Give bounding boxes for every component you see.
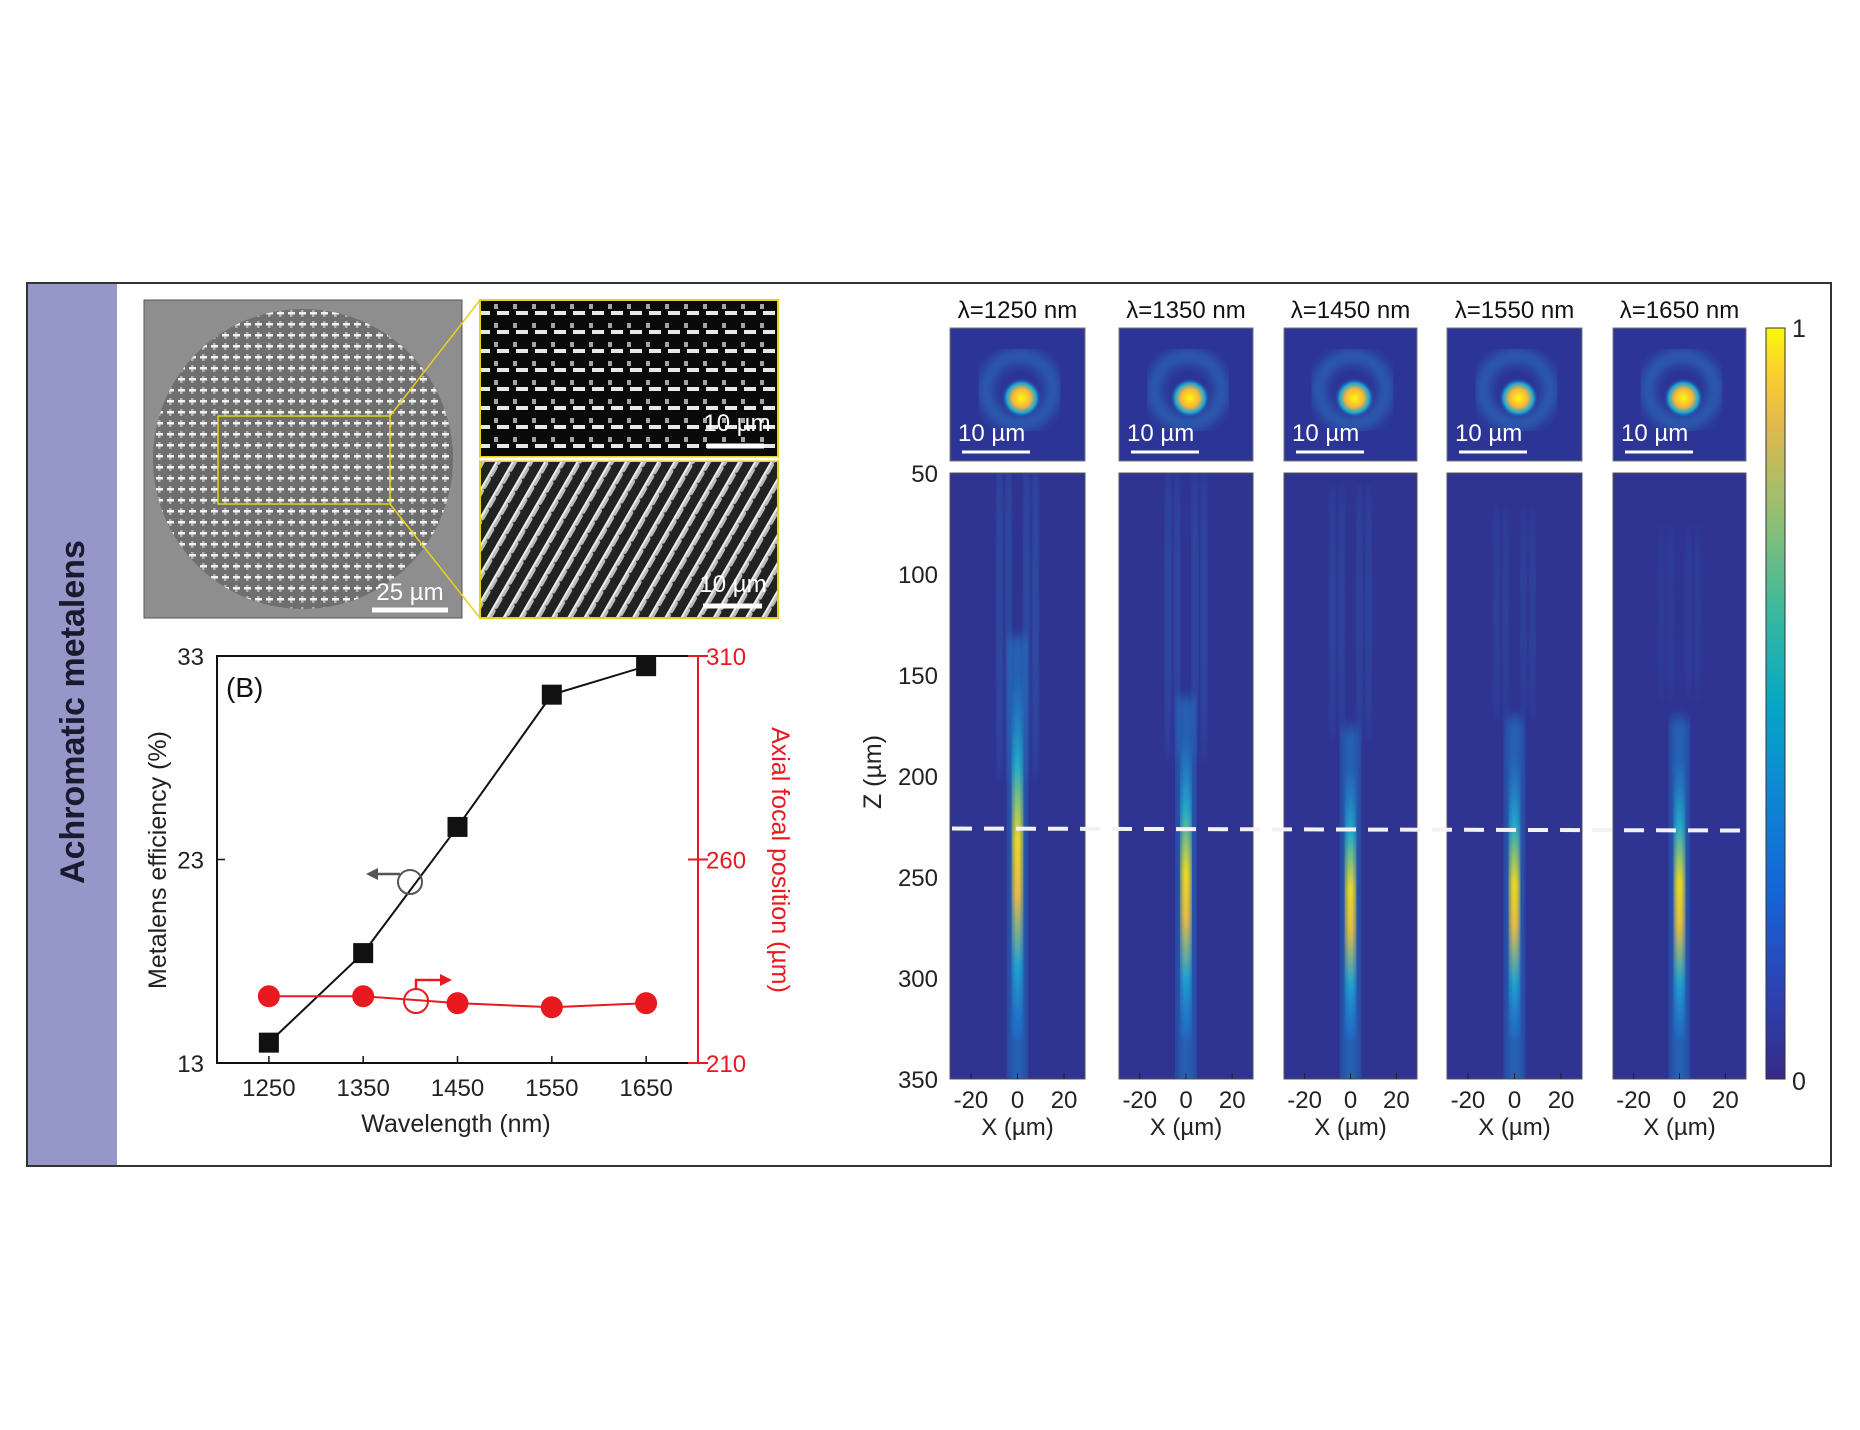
y-tick-label: 33 — [177, 644, 204, 671]
wavelength-title: λ=1450 nm — [1291, 297, 1410, 324]
focal-spot-image: 10 µm — [1283, 327, 1418, 462]
focal-position-point — [257, 985, 280, 1008]
panel-label: (B) — [226, 672, 263, 703]
wavelength-title: λ=1350 nm — [1126, 297, 1245, 324]
x-tick-label: 20 — [1383, 1087, 1410, 1114]
y2-tick-label: 210 — [706, 1051, 746, 1078]
x-tick-label: -20 — [1451, 1087, 1486, 1114]
focal-plane-line — [951, 826, 1747, 833]
heatmap-panel: λ=1450 nm 10 µm -20 0 20X (µm) — [1283, 297, 1418, 1141]
x-tick-label: 20 — [1051, 1087, 1078, 1114]
x-tick-label: 20 — [1219, 1087, 1246, 1114]
x-axis-label: X (µm) — [981, 1114, 1053, 1141]
colorbar-max-label: 1 — [1792, 315, 1806, 343]
focal-line — [1345, 765, 1356, 1039]
x-tick-label: 1450 — [431, 1075, 484, 1102]
focal-spot-image: 10 µm — [1612, 327, 1747, 462]
scale-label: 10 µm — [699, 571, 766, 598]
colorbar: 1 0 — [1765, 315, 1806, 1096]
spot-scale-label: 10 µm — [1127, 420, 1194, 447]
z-tick-label: 350 — [898, 1067, 938, 1094]
heatmap-panel: λ=1550 nm 10 µm -20 0 20X (µm) — [1446, 297, 1583, 1141]
wavelength-title: λ=1250 nm — [958, 297, 1077, 324]
x-tick-label: -20 — [954, 1087, 989, 1114]
x-tick-label: 0 — [1673, 1087, 1686, 1114]
x-tick-label: 0 — [1508, 1087, 1521, 1114]
x-axis-label: X (µm) — [1478, 1114, 1550, 1141]
heatmap-panel: λ=1650 nm 10 µm -20 0 20X (µm) — [1612, 297, 1747, 1141]
sem-inset-top: 10 µm — [479, 299, 779, 458]
x-tick-label: 1550 — [525, 1075, 578, 1102]
x-tick-label: -20 — [1287, 1087, 1322, 1114]
focal-position-point — [446, 992, 469, 1015]
sem-inset-bottom: 10 µm — [479, 457, 779, 619]
efficiency-point — [353, 943, 374, 964]
scale-label: 10 µm — [703, 410, 770, 437]
x-tick-label: 1650 — [619, 1075, 672, 1102]
z-tick-label: 50 — [911, 461, 938, 488]
z-tick-label: 100 — [898, 562, 938, 589]
spot-scale-label: 10 µm — [1292, 420, 1359, 447]
x-axis-label: X (µm) — [1643, 1114, 1715, 1141]
zoom-box — [217, 415, 391, 505]
spot-scale-label: 10 µm — [1455, 420, 1522, 447]
x-axis-label: X (µm) — [1314, 1114, 1386, 1141]
x-tick-label: 1250 — [242, 1075, 295, 1102]
spot-scale-label: 10 µm — [1621, 420, 1688, 447]
x-axis-label: Wavelength (nm) — [361, 1110, 550, 1138]
z-tick-label: 200 — [898, 764, 938, 791]
focal-line — [1674, 755, 1685, 1039]
z-tick-label: 250 — [898, 865, 938, 892]
focal-spot-image: 10 µm — [949, 327, 1086, 462]
z-axis-label: Z (µm) — [859, 735, 887, 809]
sem-main-image: 25 µm — [143, 299, 481, 619]
x-tick-label: 20 — [1712, 1087, 1739, 1114]
x-tick-label: 1350 — [336, 1075, 389, 1102]
left-axis-indicator — [366, 868, 423, 895]
x-tick-label: 20 — [1548, 1087, 1575, 1114]
focal-spot-image: 10 µm — [1118, 327, 1254, 462]
x-axis-label: X (µm) — [1150, 1114, 1222, 1141]
y-tick-label: 23 — [177, 848, 204, 875]
focal-line — [1012, 675, 1023, 1039]
z-tick-label: 150 — [898, 663, 938, 690]
efficiency-point — [541, 684, 562, 705]
efficiency-point — [636, 656, 657, 677]
focal-position-point — [635, 992, 658, 1015]
efficiency-point — [447, 816, 468, 837]
heatmap-panel: λ=1350 nm 10 µm -20 0 20X (µm) — [1118, 297, 1254, 1141]
side-title: Achromatic metalens — [54, 540, 92, 884]
focal-line — [1509, 755, 1520, 1039]
y-tick-label: 13 — [177, 1051, 204, 1078]
focal-line — [1181, 735, 1191, 1039]
efficiency-point — [258, 1032, 279, 1053]
y-axis-label: Metalens efficiency (%) — [144, 731, 172, 989]
heatmap-panel: λ=1250 nm 10 µm -20 0 20X (µm) — [949, 297, 1086, 1141]
y2-tick-label: 310 — [706, 644, 746, 671]
efficiency-focal-chart: (B) Wavelength (nm) Metalens efficiency … — [144, 644, 794, 1138]
focal-spot-image: 10 µm — [1446, 327, 1583, 462]
z-tick-label: 300 — [898, 966, 938, 993]
wavelength-title: λ=1550 nm — [1455, 297, 1574, 324]
focal-position-point — [540, 996, 563, 1019]
wavelength-title: λ=1650 nm — [1620, 297, 1739, 324]
colorbar-min-label: 0 — [1792, 1068, 1806, 1096]
y2-axis-label: Axial focal position (µm) — [766, 727, 794, 993]
sidebar-band — [28, 284, 117, 1165]
x-tick-label: 0 — [1344, 1087, 1357, 1114]
spot-scale-label: 10 µm — [958, 420, 1025, 447]
x-tick-label: 0 — [1011, 1087, 1024, 1114]
scale-label: 25 µm — [376, 579, 443, 606]
x-tick-label: 0 — [1179, 1087, 1192, 1114]
y2-tick-label: 260 — [706, 848, 746, 875]
x-tick-label: -20 — [1616, 1087, 1651, 1114]
right-axis-indicator — [403, 974, 452, 1014]
focal-position-point — [352, 985, 375, 1008]
x-tick-label: -20 — [1122, 1087, 1157, 1114]
